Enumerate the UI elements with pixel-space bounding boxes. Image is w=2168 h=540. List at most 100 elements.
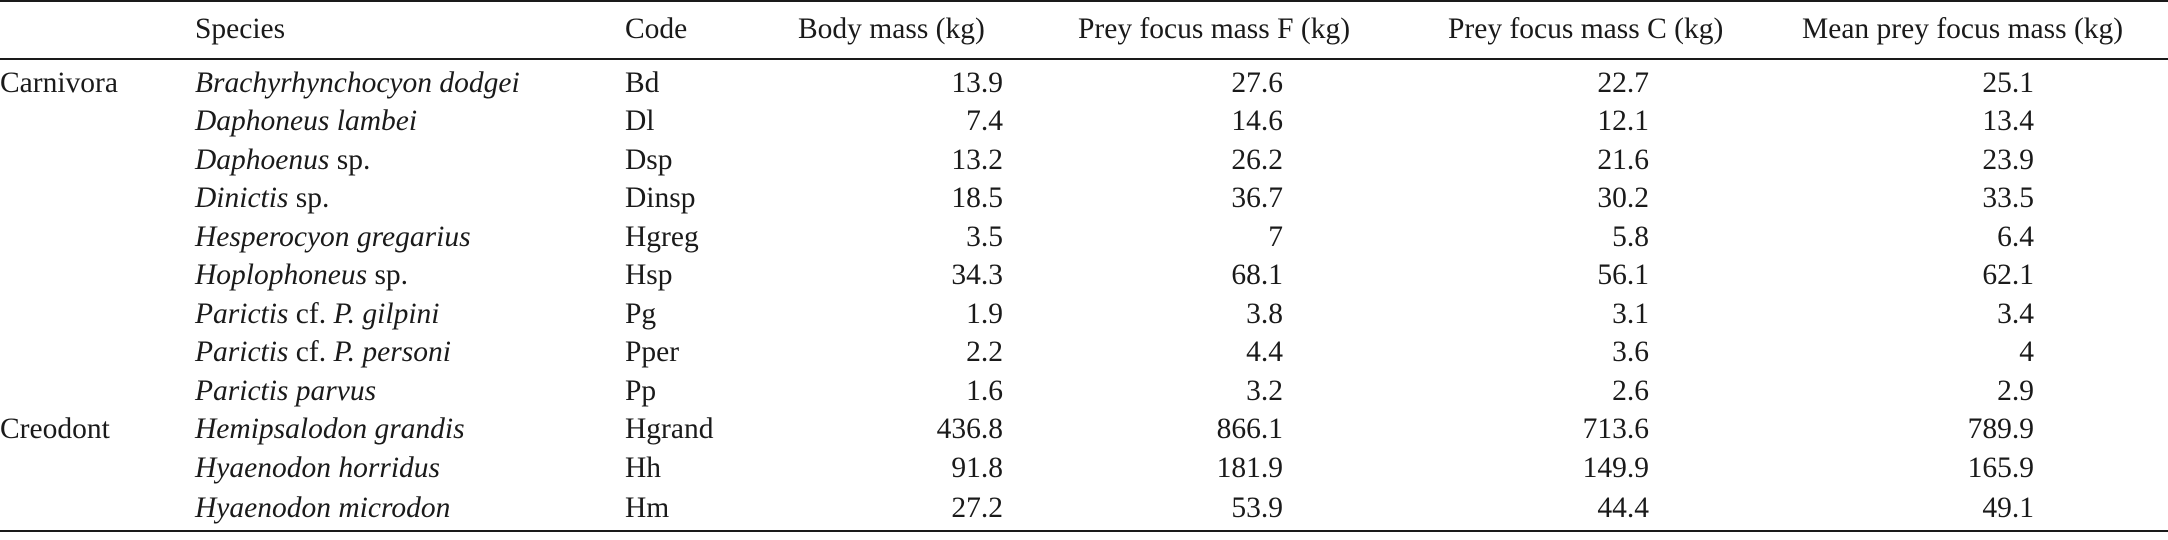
species-qualifier: sp. — [367, 259, 409, 291]
code-cell: Dinsp — [625, 182, 696, 214]
group-cell — [0, 372, 193, 411]
code-cell: Hm — [623, 487, 773, 532]
mean-prey-focus-cell: 2.9 — [1997, 374, 2034, 407]
group-cell — [0, 218, 193, 257]
species-cell: Hyaenodon horridus — [193, 449, 623, 488]
mean-prey-focus-cell: 3.4 — [1997, 297, 2034, 330]
species-epithet: P. gilpini — [333, 297, 440, 330]
mean-prey-focus-cell: 25.1 — [1982, 66, 2034, 99]
species-genus: Hyaenodon microdon — [195, 491, 451, 524]
mean-prey-focus-cell: 789.9 — [1967, 413, 2034, 445]
table-header: Species Code Body mass (kg) Prey focus m… — [0, 0, 2168, 60]
prey-focus-f-cell: 181.9 — [1216, 451, 1283, 484]
species-genus: Hesperocyon gregarius — [195, 220, 471, 253]
prey-focus-c-cell: 22.7 — [1597, 66, 1649, 99]
species-cell: Hesperocyon gregarius — [193, 218, 623, 257]
species-cell: Brachyrhynchocyon dodgei — [193, 59, 623, 103]
species-genus: Parictis — [195, 297, 289, 330]
species-cell: Hemipsalodon grandis — [193, 411, 623, 450]
table-row: Parictis parvus Pp 1.6 3.2 2.6 2.9 — [0, 372, 2168, 411]
mean-prey-focus-cell: 13.4 — [1982, 105, 2034, 137]
prey-focus-f-cell: 3.8 — [1246, 297, 1283, 330]
mean-prey-focus-cell: 4 — [2019, 336, 2034, 368]
mean-prey-focus-cell: 6.4 — [1997, 220, 2034, 253]
group-cell — [0, 141, 193, 180]
body-mass-cell: 13.9 — [951, 66, 1003, 99]
header-code: Code — [623, 0, 773, 60]
code-cell: Hgrand — [625, 413, 714, 445]
code-cell: Hh — [625, 451, 662, 484]
prey-focus-f-cell: 7 — [1268, 220, 1283, 253]
species-qualifier: sp. — [329, 143, 371, 176]
body-mass-cell: 1.6 — [966, 374, 1003, 407]
body-mass-cell: 436.8 — [936, 413, 1003, 445]
table-row: Daphoenus sp. Dsp 13.2 26.2 21.6 23.9 — [0, 141, 2168, 180]
species-qualifier: sp. — [288, 182, 330, 214]
table-row: Dinictis sp. Dinsp 18.5 36.7 30.2 33.5 — [0, 180, 2168, 219]
table-row: Hyaenodon microdon Hm 27.2 53.9 44.4 49.1 — [0, 487, 2168, 532]
prey-focus-c-cell: 30.2 — [1597, 182, 1649, 214]
prey-focus-f-cell: 14.6 — [1231, 105, 1283, 137]
prey-focus-f-cell: 36.7 — [1231, 182, 1283, 214]
prey-focus-c-cell: 3.6 — [1612, 336, 1649, 368]
code-cell: Pp — [625, 374, 657, 407]
group-cell — [0, 103, 193, 142]
species-genus: Dinictis — [195, 182, 289, 214]
body-mass-cell: 91.8 — [951, 451, 1003, 484]
group-cell: Carnivora — [0, 66, 118, 99]
header-species: Species — [193, 0, 623, 60]
species-cell: Dinictis sp. — [193, 180, 623, 219]
species-cell: Hoplophoneus sp. — [193, 257, 623, 296]
mean-prey-focus-cell: 23.9 — [1982, 143, 2034, 176]
group-cell — [0, 449, 193, 488]
group-cell — [0, 334, 193, 373]
prey-focus-c-cell: 149.9 — [1582, 451, 1649, 484]
species-genus: Parictis parvus — [195, 374, 377, 407]
prey-focus-c-cell: 3.1 — [1612, 297, 1649, 330]
prey-focus-c-cell: 713.6 — [1582, 413, 1649, 445]
prey-focus-c-cell: 5.8 — [1612, 220, 1649, 253]
species-cell: Parictis cf. P. personi — [193, 334, 623, 373]
header-mean-prey-focus: Mean prey focus mass (kg) — [1774, 0, 2168, 60]
prey-focus-c-cell: 2.6 — [1612, 374, 1649, 407]
body-mass-cell: 3.5 — [966, 220, 1003, 253]
header-body-mass: Body mass (kg) — [773, 0, 1031, 60]
prey-focus-f-cell: 53.9 — [1031, 487, 1408, 532]
table-row: Hesperocyon gregarius Hgreg 3.5 7 5.8 6.4 — [0, 218, 2168, 257]
code-cell: Pg — [625, 297, 657, 330]
group-cell — [0, 257, 193, 296]
species-genus: Parictis — [195, 336, 289, 368]
table-row: Parictis cf. P. personi Pper 2.2 4.4 3.6 4 — [0, 334, 2168, 373]
prey-focus-f-cell: 4.4 — [1246, 336, 1283, 368]
table-row: Parictis cf. P. gilpini Pg 1.9 3.8 3.1 3.4 — [0, 295, 2168, 334]
header-row: Species Code Body mass (kg) Prey focus m… — [0, 0, 2168, 60]
species-epithet: P. personi — [333, 336, 451, 368]
species-cell: Parictis cf. P. gilpini — [193, 295, 623, 334]
species-cell: Daphoenus sp. — [193, 141, 623, 180]
group-cell — [0, 180, 193, 219]
species-qualifier: cf. — [288, 336, 334, 368]
prey-focus-c-cell: 44.4 — [1408, 487, 1774, 532]
body-mass-cell: 18.5 — [951, 182, 1003, 214]
table-row: Daphoneus lambei Dl 7.4 14.6 12.1 13.4 — [0, 103, 2168, 142]
table-row: Hoplophoneus sp. Hsp 34.3 68.1 56.1 62.1 — [0, 257, 2168, 296]
table-body: Carnivora Brachyrhynchocyon dodgei Bd 13.9 2… — [0, 59, 2168, 532]
header-group — [0, 0, 193, 60]
prey-focus-f-cell: 68.1 — [1231, 259, 1283, 291]
species-genus: Hoplophoneus — [195, 259, 368, 291]
species-genus: Brachyrhynchocyon dodgei — [195, 66, 520, 99]
code-cell: Hsp — [625, 259, 673, 291]
group-cell — [0, 487, 193, 532]
prey-focus-c-cell: 12.1 — [1597, 105, 1649, 137]
body-mass-cell: 7.4 — [966, 105, 1003, 137]
species-genus: Daphoneus lambei — [195, 105, 418, 137]
code-cell: Dsp — [625, 143, 673, 176]
table-row: Creodont Hemipsalodon grandis Hgrand 436.8 8… — [0, 411, 2168, 450]
species-genus: Hyaenodon horridus — [195, 451, 441, 484]
header-prey-focus-f: Prey focus mass F (kg) — [1031, 0, 1408, 60]
species-cell: Daphoneus lambei — [193, 103, 623, 142]
body-mass-cell: 2.2 — [966, 336, 1003, 368]
species-cell: Hyaenodon microdon — [193, 487, 623, 532]
